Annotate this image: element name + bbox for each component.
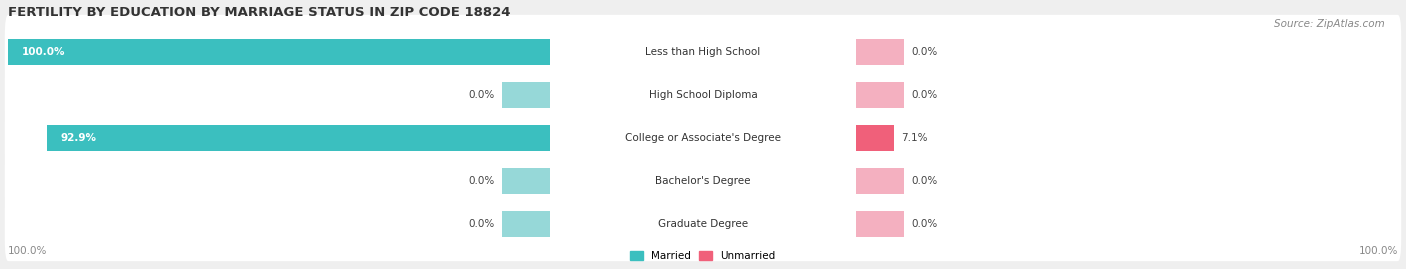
Text: High School Diploma: High School Diploma <box>648 90 758 100</box>
Bar <box>502 211 550 238</box>
Text: Bachelor's Degree: Bachelor's Degree <box>655 176 751 186</box>
Bar <box>502 82 550 108</box>
Legend: Married, Unmarried: Married, Unmarried <box>626 247 780 265</box>
Text: 0.0%: 0.0% <box>911 219 938 229</box>
Bar <box>856 38 904 65</box>
Text: Less than High School: Less than High School <box>645 47 761 57</box>
Text: 0.0%: 0.0% <box>911 47 938 57</box>
FancyBboxPatch shape <box>4 144 1402 218</box>
Text: Graduate Degree: Graduate Degree <box>658 219 748 229</box>
Text: FERTILITY BY EDUCATION BY MARRIAGE STATUS IN ZIP CODE 18824: FERTILITY BY EDUCATION BY MARRIAGE STATU… <box>8 6 510 19</box>
Text: 0.0%: 0.0% <box>468 90 495 100</box>
Text: 100.0%: 100.0% <box>8 246 48 256</box>
FancyBboxPatch shape <box>4 15 1402 89</box>
Text: College or Associate's Degree: College or Associate's Degree <box>626 133 780 143</box>
Text: 100.0%: 100.0% <box>1358 246 1398 256</box>
Text: 0.0%: 0.0% <box>911 176 938 186</box>
Bar <box>46 125 550 151</box>
Bar <box>8 38 550 65</box>
Text: 100.0%: 100.0% <box>22 47 66 57</box>
FancyBboxPatch shape <box>4 187 1402 261</box>
Text: 7.1%: 7.1% <box>901 133 928 143</box>
Text: 0.0%: 0.0% <box>468 176 495 186</box>
Bar <box>856 168 904 194</box>
Text: 92.9%: 92.9% <box>60 133 97 143</box>
FancyBboxPatch shape <box>4 101 1402 175</box>
Text: 0.0%: 0.0% <box>911 90 938 100</box>
Text: 0.0%: 0.0% <box>468 219 495 229</box>
Text: Source: ZipAtlas.com: Source: ZipAtlas.com <box>1274 19 1385 29</box>
FancyBboxPatch shape <box>4 58 1402 132</box>
Bar <box>502 168 550 194</box>
Bar <box>856 211 904 238</box>
Bar <box>856 82 904 108</box>
Bar <box>856 125 894 151</box>
